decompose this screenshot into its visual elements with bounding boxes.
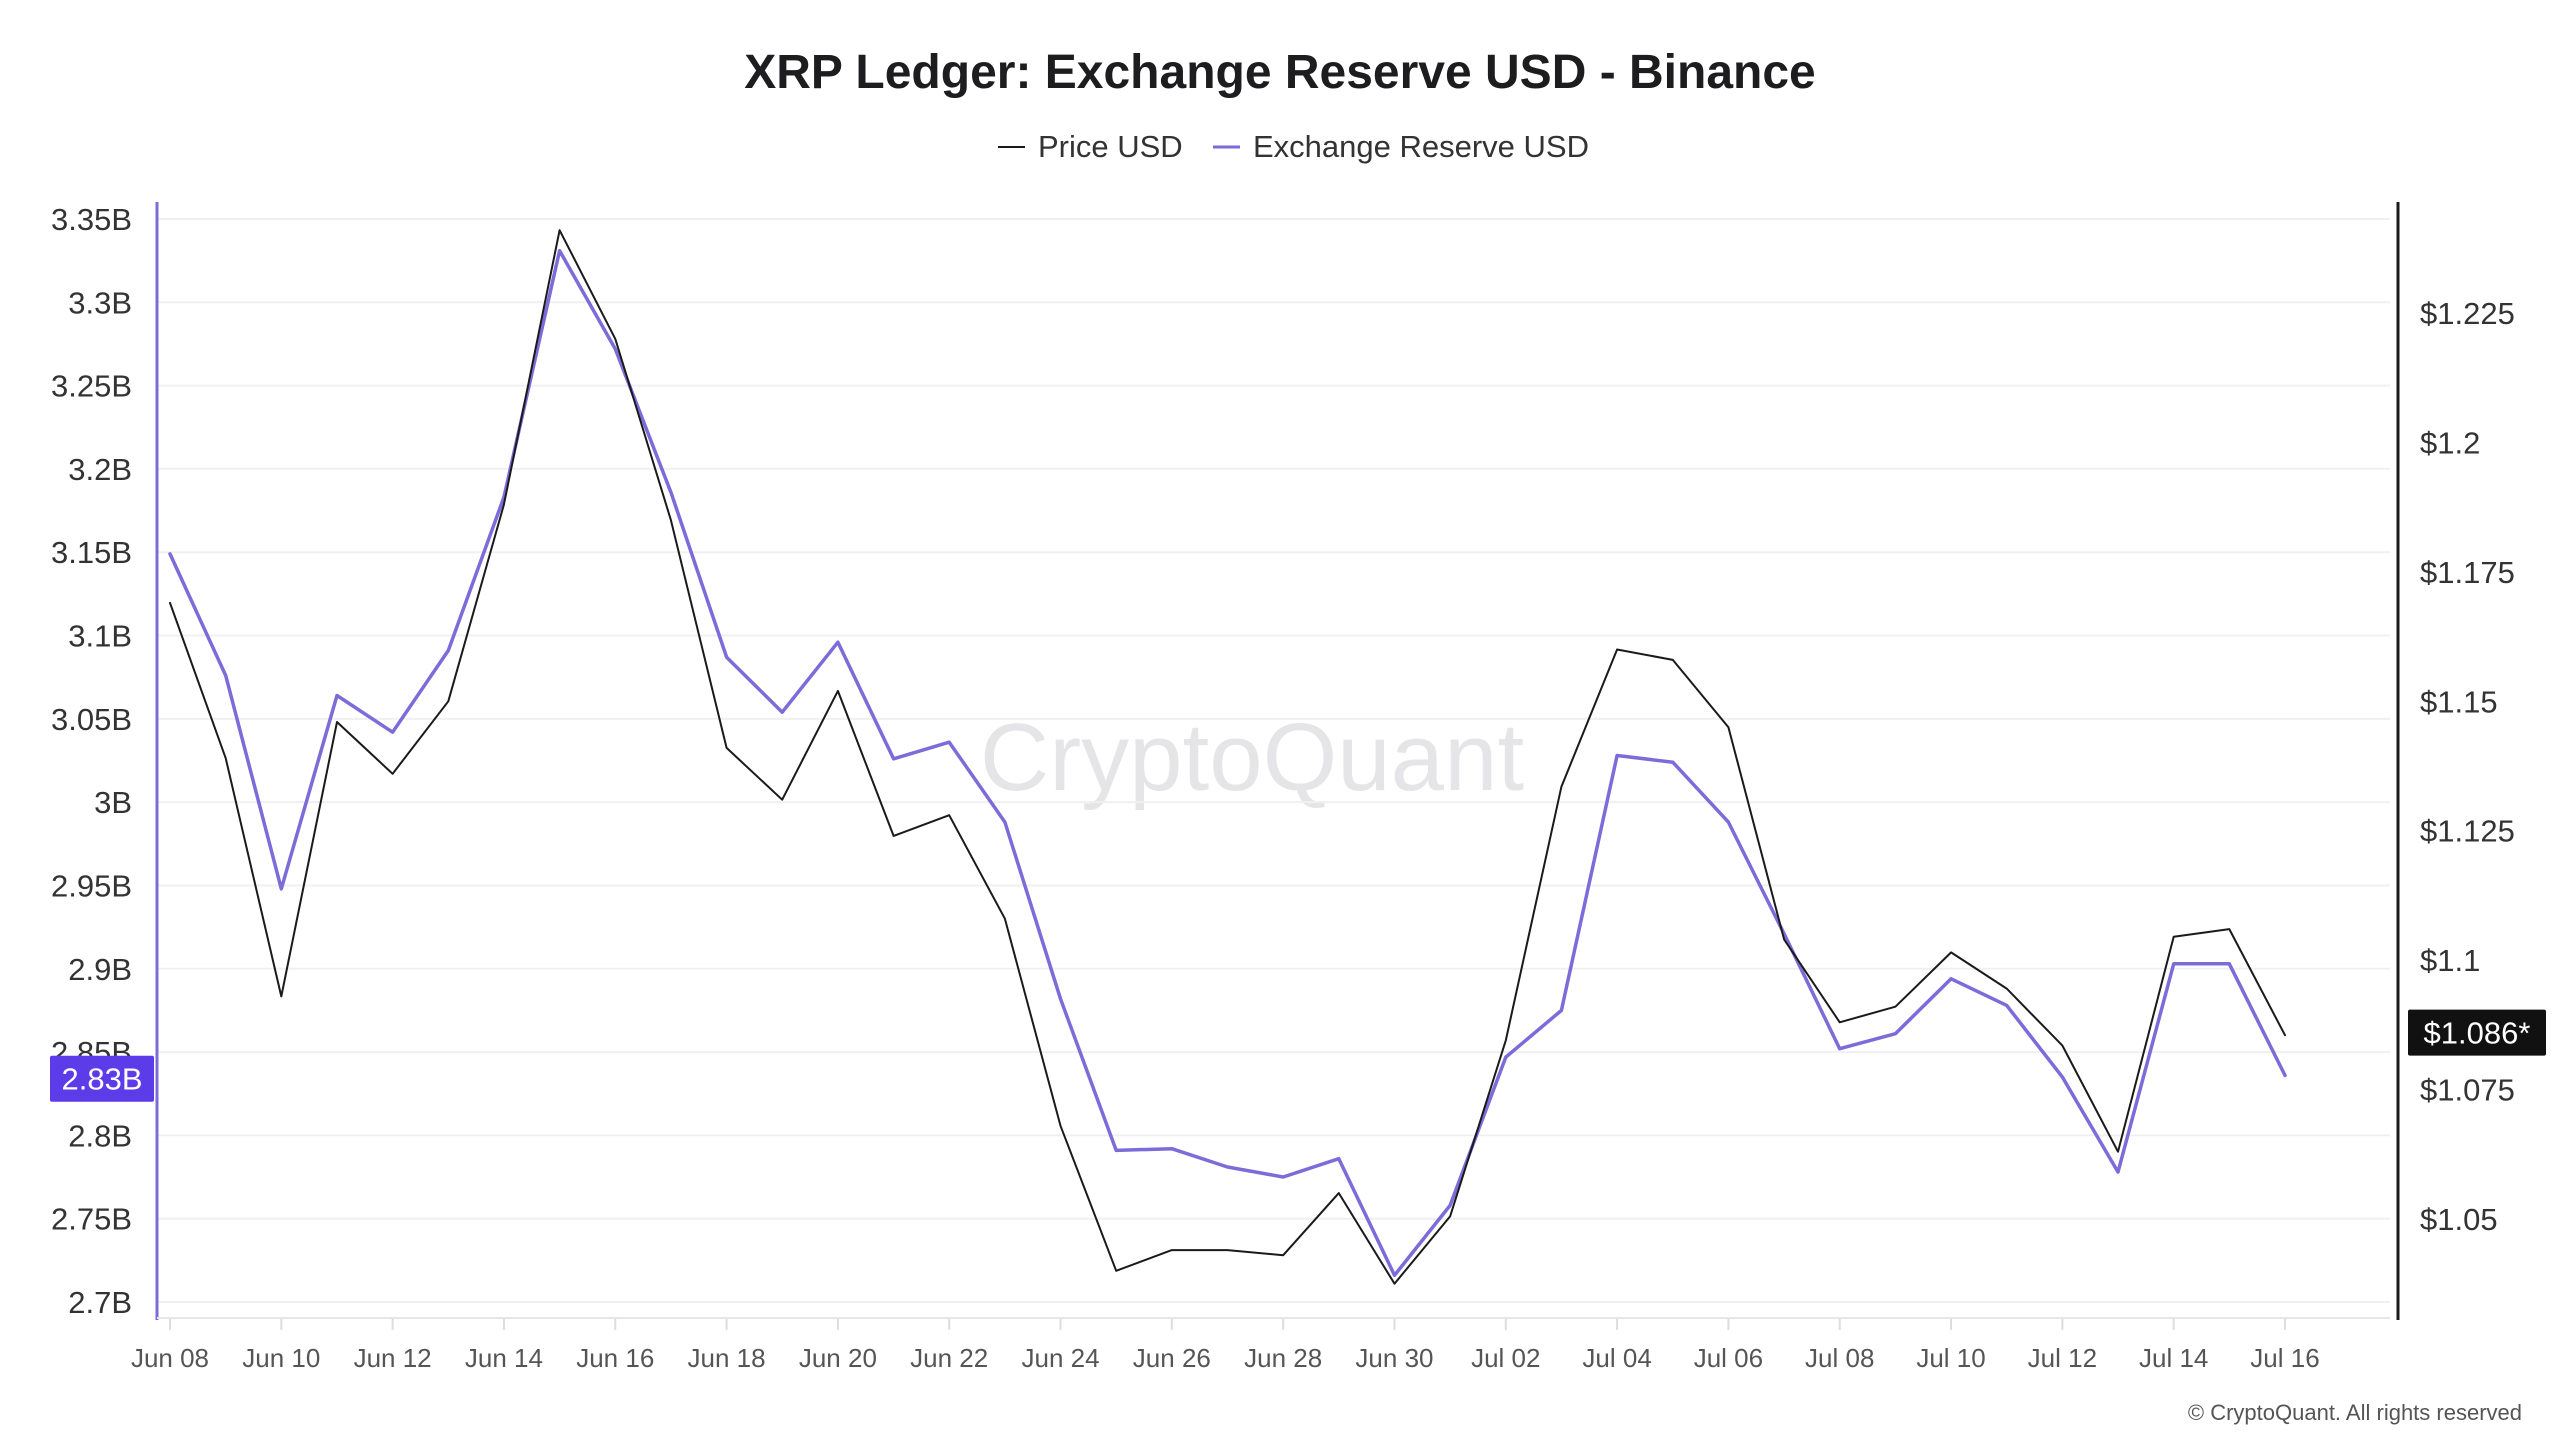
chart-title: XRP Ledger: Exchange Reserve USD - Binan… [744, 46, 1816, 99]
left-tick-label: 2.9B [68, 952, 132, 987]
left-tick-label: 3.05B [51, 702, 132, 737]
x-tick-label: Jun 14 [465, 1343, 543, 1373]
legend-label-reserve: Exchange Reserve USD [1253, 129, 1589, 164]
left-axis-ticks: 3.35B 3.3B 3.25B 3.2B 3.15B 3.1B 3.05B 3B 2.95B 2… [51, 202, 132, 1320]
legend-item-reserve[interactable]: Exchange Reserve USD [1213, 129, 1589, 164]
right-current-value-label: $1.086* [2424, 1016, 2531, 1051]
x-tick-label: Jun 22 [910, 1343, 988, 1373]
right-tick-label: $1.225 [2420, 296, 2515, 331]
x-axis-ticks: Jun 08 Jun 10 Jun 12 Jun 14 Jun 16 Jun 18 Jun … [131, 1318, 2320, 1373]
x-tick-label: Jul 04 [1582, 1343, 1651, 1373]
x-tick-label: Jun 30 [1355, 1343, 1433, 1373]
left-tick-label: 2.7B [68, 1285, 132, 1320]
left-tick-label: 3.1B [68, 619, 132, 654]
legend-item-price[interactable]: Price USD [998, 129, 1183, 164]
left-tick-label: 3.3B [68, 285, 132, 320]
x-tick-label: Jun 28 [1244, 1343, 1322, 1373]
left-tick-label: 3.15B [51, 535, 132, 570]
right-tick-label: $1.075 [2420, 1073, 2515, 1108]
left-tick-label: 3.2B [68, 452, 132, 487]
x-tick-label: Jul 12 [2028, 1343, 2097, 1373]
x-tick-label: Jun 12 [354, 1343, 432, 1373]
x-tick-label: Jun 24 [1021, 1343, 1099, 1373]
right-current-value-marker: $1.086* [2408, 1009, 2546, 1056]
right-current-value-box [2408, 1009, 2546, 1056]
legend-label-price: Price USD [1038, 129, 1183, 164]
x-tick-label: Jul 02 [1471, 1343, 1540, 1373]
x-tick-label: Jun 20 [799, 1343, 877, 1373]
copyright-text: © CryptoQuant. All rights reserved [2188, 1400, 2522, 1425]
x-tick-label: Jun 10 [242, 1343, 320, 1373]
right-tick-label: $1.125 [2420, 814, 2515, 849]
right-tick-label: $1.2 [2420, 425, 2480, 460]
left-tick-label: 3.25B [51, 369, 132, 404]
x-tick-label: Jun 16 [576, 1343, 654, 1373]
series-line-price[interactable] [169, 229, 2286, 1285]
x-tick-label: Jun 26 [1133, 1343, 1211, 1373]
x-tick-label: Jul 16 [2250, 1343, 2319, 1373]
legend: Price USD Exchange Reserve USD [998, 129, 1589, 164]
grid [157, 218, 2390, 1303]
right-tick-label: $1.05 [2420, 1202, 2498, 1237]
left-tick-label: 2.95B [51, 868, 132, 903]
watermark: CryptoQuant [980, 704, 1524, 811]
right-axis-ticks: $1.225 $1.2 $1.175 $1.15 $1.125 $1.1 $1.075 $1.… [2420, 296, 2515, 1237]
left-current-value-box [50, 1055, 154, 1102]
left-tick-label: 3B [94, 785, 132, 820]
x-tick-label: Jun 18 [688, 1343, 766, 1373]
right-tick-label: $1.15 [2420, 684, 2498, 719]
left-current-value-label: 2.83B [61, 1062, 142, 1097]
left-tick-label: 2.8B [68, 1118, 132, 1153]
left-tick-label: 2.75B [51, 1202, 132, 1237]
x-tick-label: Jun 08 [131, 1343, 209, 1373]
right-tick-label: $1.1 [2420, 943, 2480, 978]
left-current-value-marker: 2.83B [50, 1055, 154, 1102]
x-tick-label: Jul 08 [1805, 1343, 1874, 1373]
x-tick-label: Jul 06 [1694, 1343, 1763, 1373]
series-layer [168, 229, 2287, 1285]
right-tick-label: $1.175 [2420, 555, 2515, 590]
x-tick-label: Jul 14 [2139, 1343, 2208, 1373]
x-tick-label: Jul 10 [1916, 1343, 1985, 1373]
left-tick-label: 3.35B [51, 202, 132, 237]
